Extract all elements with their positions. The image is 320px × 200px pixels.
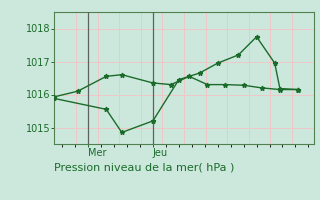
- X-axis label: Pression niveau de la mer( hPa ): Pression niveau de la mer( hPa ): [54, 162, 235, 172]
